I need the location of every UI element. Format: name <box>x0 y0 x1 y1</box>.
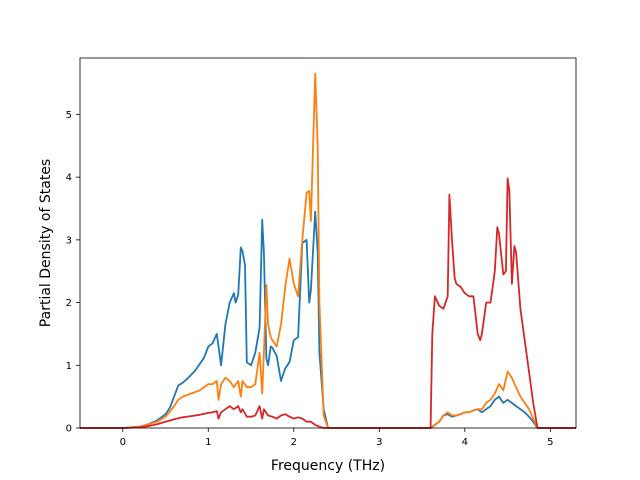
x-tick-label: 5 <box>547 437 553 448</box>
series-layer <box>80 72 576 429</box>
x-axis-label: Frequency (THz) <box>271 458 385 474</box>
x-tick-label: 1 <box>205 437 211 448</box>
y-axis-ticks: 0 1 2 3 4 5 <box>66 110 80 435</box>
x-tick-label: 2 <box>291 437 297 448</box>
x-tick-label: 0 <box>120 437 126 448</box>
x-tick-label: 4 <box>462 437 468 448</box>
plot-area-frame <box>79 57 577 429</box>
y-tick-label: 1 <box>66 361 72 372</box>
y-tick-label: 3 <box>66 235 72 246</box>
y-tick-label: 2 <box>66 298 72 309</box>
series-line-2 <box>80 72 576 429</box>
y-tick-label: 5 <box>66 110 72 121</box>
plot-area-background <box>80 58 576 428</box>
y-axis-label: Partial Density of States <box>38 159 54 327</box>
y-tick-label: 0 <box>66 424 72 435</box>
y-tick-label: 4 <box>66 173 72 184</box>
x-axis-ticks: 0 1 2 3 4 5 <box>120 428 554 448</box>
series-line-1 <box>80 210 576 429</box>
series-line-3 <box>80 177 576 429</box>
x-tick-label: 3 <box>376 437 382 448</box>
